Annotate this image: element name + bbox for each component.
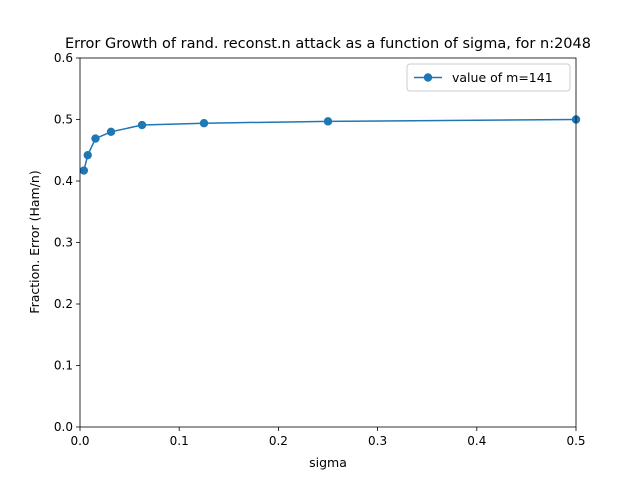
- data-point: [91, 134, 100, 143]
- data-point: [199, 118, 209, 128]
- legend: value of m=141: [406, 63, 571, 92]
- y-tick-label: 0.6: [54, 51, 73, 65]
- data-point: [137, 120, 147, 130]
- y-axis-label: Fraction. Error (Ham/n): [27, 170, 42, 313]
- axes-frame: [79, 57, 577, 428]
- y-tick-label: 0.0: [54, 420, 73, 434]
- data-point: [83, 150, 92, 160]
- y-tick-label: 0.3: [54, 236, 73, 250]
- legend-box: [406, 63, 571, 92]
- data-point: [106, 127, 116, 136]
- y-tick-label: 0.1: [54, 359, 73, 373]
- y-tick-label: 0.4: [54, 174, 73, 188]
- plot-area: 0.0 0.1 0.2 0.3 0.4 0.5 0.0 0.1 0.2 0.3 0.4 0.5 0.6: [54, 51, 586, 448]
- x-tick-label: 0.0: [70, 434, 89, 448]
- y-tick-label: 0.5: [54, 113, 73, 127]
- y-tick-label: 0.2: [54, 297, 73, 311]
- legend-label: value of m=141: [452, 70, 553, 85]
- x-tick-label: 0.1: [170, 434, 189, 448]
- x-tick-label: 0.5: [566, 434, 585, 448]
- legend-marker: [423, 73, 433, 82]
- data-point: [323, 117, 333, 126]
- x-tick-label: 0.4: [467, 434, 486, 448]
- x-tick-label: 0.2: [269, 434, 288, 448]
- data-point: [79, 166, 89, 175]
- x-tick-label: 0.3: [368, 434, 387, 448]
- x-axis-label: sigma: [309, 455, 347, 470]
- chart-title: Error Growth of rand. reconst.n attack a…: [65, 36, 591, 52]
